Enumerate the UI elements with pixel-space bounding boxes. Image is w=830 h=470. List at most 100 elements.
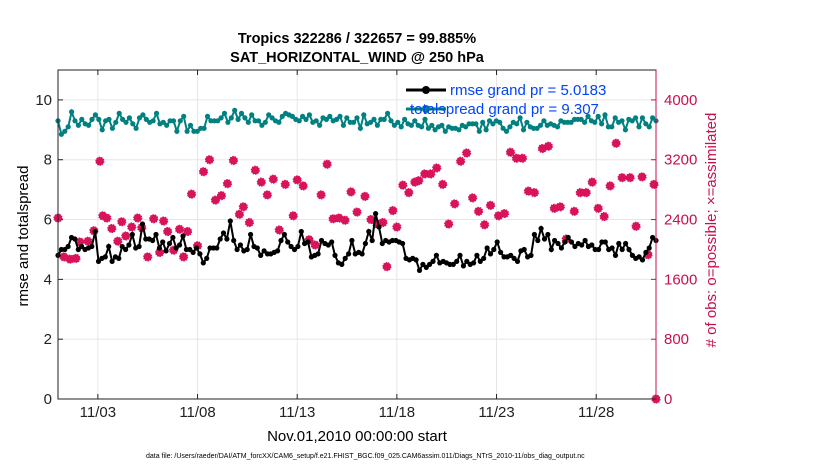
obs-count-point — [555, 202, 565, 212]
obs-count-point — [159, 216, 169, 226]
totalspread-point — [194, 128, 200, 134]
rmse-point — [420, 261, 426, 267]
obs-count-point — [174, 224, 185, 234]
totalspread-point — [215, 118, 221, 124]
rmse-point — [325, 242, 331, 248]
totalspread-point — [259, 122, 265, 128]
obs-count-point — [378, 217, 388, 228]
y2-tick-label: 4000 — [664, 92, 697, 109]
totalspread-point — [232, 107, 238, 113]
rmse-point — [349, 237, 355, 244]
obs-count-point — [625, 173, 635, 183]
totalspread-point — [568, 119, 574, 125]
totalspread-point — [476, 128, 482, 134]
rmse-point — [430, 258, 436, 264]
totalspread-point — [89, 116, 95, 122]
rmse-point — [342, 255, 348, 261]
obs-count-point — [473, 206, 484, 216]
totalspread-point — [408, 122, 414, 128]
rmse-point — [491, 246, 497, 253]
rmse-point — [217, 236, 223, 242]
totalspread-point — [116, 110, 122, 116]
rmse-point — [460, 263, 466, 269]
totalspread-point — [554, 124, 561, 130]
rmse-point — [224, 236, 230, 242]
rmse-point — [288, 243, 294, 250]
totalspread-point — [351, 119, 357, 125]
rmse-point — [646, 245, 652, 251]
totalspread-point — [201, 125, 207, 131]
obs-count-point — [262, 190, 272, 200]
legend-rmse-label: rmse grand pr = 5.0183 — [450, 82, 606, 99]
rmse-point — [295, 243, 301, 250]
obs-count-point — [388, 205, 398, 216]
totalspread-point — [541, 118, 547, 124]
totalspread-point — [395, 119, 401, 125]
rmse-point — [369, 237, 375, 244]
totalspread-point — [262, 119, 268, 125]
rmse-point — [531, 231, 538, 238]
obs-count-point — [382, 262, 392, 272]
totalspread-point — [204, 113, 211, 119]
rmse-point — [413, 257, 419, 263]
obs-count-point — [462, 148, 472, 158]
rmse-point — [494, 239, 500, 245]
rmse-point — [379, 240, 385, 247]
totalspread-point — [486, 118, 493, 124]
totalspread-point — [398, 124, 404, 130]
totalspread-point — [109, 125, 115, 131]
totalspread-point — [72, 118, 78, 124]
rmse-point — [366, 228, 372, 235]
rmse-point — [166, 240, 173, 247]
rmse-point — [619, 246, 625, 253]
x-tick-label: 11/13 — [279, 404, 315, 421]
totalspread-point — [599, 121, 605, 127]
totalspread-point — [344, 115, 350, 121]
totalspread-point — [425, 125, 431, 131]
totalspread-point — [639, 115, 646, 121]
rmse-point — [623, 240, 629, 247]
totalspread-point — [537, 122, 544, 128]
y-tick-label: 2 — [44, 331, 52, 348]
rmse-point — [261, 248, 267, 254]
obs-count-point — [222, 179, 233, 189]
totalspread-point — [592, 119, 598, 125]
rmse-point — [329, 239, 335, 245]
rmse-point — [109, 258, 115, 264]
totalspread-point — [463, 124, 469, 130]
totalspread-point — [235, 116, 241, 122]
rmse-point — [204, 255, 210, 261]
y-tick-label: 6 — [44, 212, 52, 229]
totalspread-point — [419, 124, 425, 130]
obs-count-point — [587, 177, 597, 187]
totalspread-point — [391, 122, 397, 128]
totalspread-point — [490, 121, 496, 127]
rmse-point — [359, 251, 365, 257]
totalspread-point — [106, 116, 112, 122]
rmse-point — [248, 231, 254, 238]
rmse-point — [102, 254, 108, 260]
totalspread-point — [422, 116, 428, 122]
totalspread-point — [517, 115, 523, 121]
rmse-point — [541, 236, 548, 242]
totalspread-point — [357, 125, 363, 131]
totalspread-point — [361, 112, 367, 118]
obs-count-point — [649, 179, 659, 190]
rmse-point — [477, 258, 483, 264]
obs-count-point — [127, 222, 137, 232]
obs-count-point — [107, 223, 117, 234]
totalspread-point — [354, 115, 360, 121]
rmse-point — [602, 239, 608, 245]
x-axis-ticks: 11/03 11/08 11/13 11/18 11/23 11/28 — [80, 70, 614, 421]
totalspread-point — [266, 112, 272, 118]
obs-count-point — [204, 155, 215, 165]
x-tick-label: 11/08 — [179, 404, 215, 421]
totalspread-point — [327, 113, 333, 119]
totalspread-point — [242, 115, 248, 121]
obs-count-point — [432, 163, 442, 173]
totalspread-point — [439, 122, 445, 128]
totalspread-point — [86, 122, 92, 128]
totalspread-point — [255, 118, 262, 124]
totalspread-point — [337, 113, 343, 119]
totalspread-point — [113, 119, 119, 125]
